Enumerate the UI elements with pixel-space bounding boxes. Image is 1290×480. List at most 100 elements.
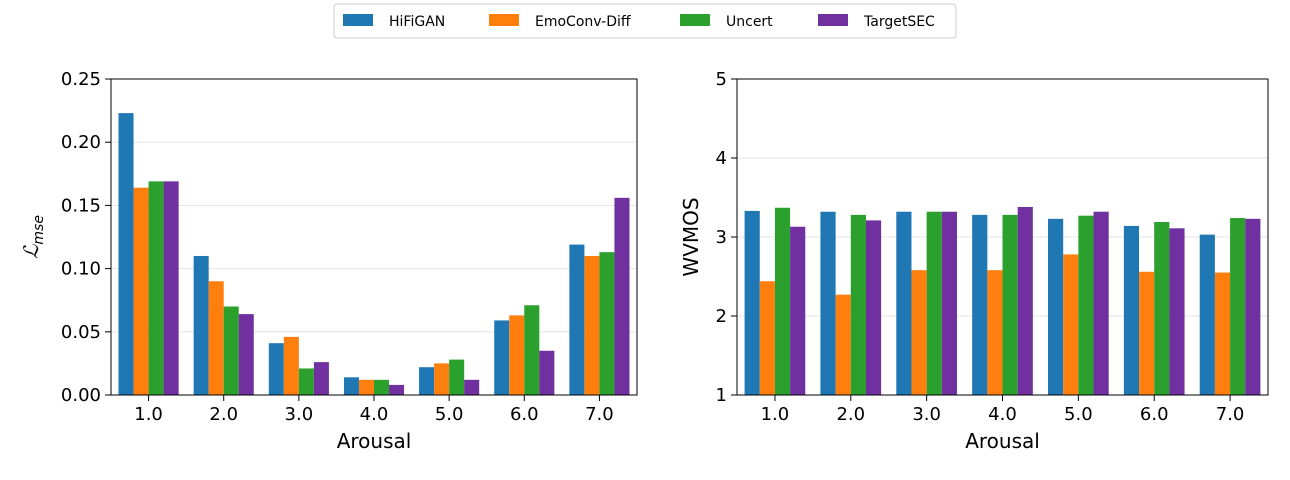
- bar-emoconv-diff-6-0: [1139, 271, 1155, 395]
- y-tick-label: 0.00: [61, 385, 101, 406]
- x-tick-label: 3.0: [285, 404, 314, 425]
- bar-targetsec-5-0: [1093, 211, 1109, 395]
- y-tick-label: 1: [716, 385, 727, 406]
- bar-hifigan-5-0: [1048, 218, 1064, 395]
- y-tick-label: 4: [716, 148, 727, 169]
- bar-uncert-3-0: [926, 211, 942, 395]
- x-tick-label: 1.0: [761, 404, 790, 425]
- y-tick-label: 3: [716, 227, 727, 248]
- bar-hifigan-7-0: [1199, 234, 1215, 395]
- bar-emoconv-diff-5-0: [434, 363, 450, 395]
- legend-swatch-hifigan: [343, 14, 373, 26]
- bar-uncert-6-0: [524, 305, 540, 395]
- bar-hifigan-2-0: [193, 255, 209, 395]
- bar-targetsec-4-0: [389, 384, 405, 395]
- bar-hifigan-6-0: [1123, 225, 1140, 395]
- bar-targetsec-2-0: [865, 220, 882, 395]
- y-axis-label-main: ℒ: [19, 244, 43, 259]
- bar-uncert-4-0: [374, 379, 390, 395]
- bar-uncert-5-0: [449, 359, 465, 395]
- y-tick-label: 0.20: [61, 132, 101, 153]
- legend-label-uncert: Uncert: [726, 14, 773, 30]
- bar-targetsec-6-0: [1169, 228, 1185, 395]
- x-axis-label: Arousal: [965, 429, 1040, 453]
- bar-hifigan-2-0: [820, 211, 836, 395]
- bar-targetsec-7-0: [614, 197, 630, 395]
- bar-uncert-3-0: [298, 368, 314, 395]
- bar-hifigan-1-0: [744, 210, 760, 395]
- x-tick-label: 5.0: [435, 404, 464, 425]
- y-axis-label-subscript: mse: [31, 215, 47, 245]
- bar-emoconv-diff-1-0: [759, 281, 775, 395]
- bar-hifigan-6-0: [494, 320, 510, 395]
- legend-label-emoconv-diff: EmoConv-Diff: [535, 14, 631, 30]
- legend-label-hifigan: HiFiGAN: [389, 14, 445, 30]
- bar-targetsec-5-0: [464, 379, 480, 395]
- bar-emoconv-diff-2-0: [835, 294, 851, 395]
- y-tick-label: 0.10: [61, 259, 101, 280]
- chart-wvmos: 1 2 3 4 5 1.0 2.0 3.0 4.0 5.0 6.0 7.0 Arousal WVMOS: [679, 69, 1269, 453]
- bar-emoconv-diff-6-0: [509, 315, 525, 395]
- bar-targetsec-1-0: [790, 226, 806, 395]
- plot-frame: [110, 78, 638, 396]
- bar-hifigan-7-0: [569, 244, 585, 395]
- bar-uncert-1-0: [774, 207, 791, 395]
- bar-targetsec-1-0: [163, 181, 179, 395]
- bar-hifigan-4-0: [972, 214, 988, 395]
- legend-label-targetsec: TargetSEC: [863, 14, 935, 30]
- bar-emoconv-diff-7-0: [584, 255, 600, 395]
- chart-mse: 0.00 0.05 0.10 0.15 0.20 0.25 1.0 2.0 3.0 4.0 5.0 6…: [19, 69, 638, 453]
- bar-emoconv-diff-3-0: [911, 270, 927, 395]
- x-tick-label: 7.0: [585, 404, 614, 425]
- bar-uncert-7-0: [599, 252, 615, 395]
- x-tick-label: 4.0: [988, 404, 1017, 425]
- bar-uncert-7-0: [1230, 218, 1246, 395]
- legend: HiFiGAN EmoConv-Diff Uncert TargetSEC: [333, 3, 957, 39]
- bar-hifigan-3-0: [896, 211, 912, 395]
- bar-hifigan-3-0: [268, 343, 284, 395]
- x-tick-label: 3.0: [912, 404, 941, 425]
- bar-hifigan-1-0: [118, 113, 134, 396]
- bar-emoconv-diff-1-0: [133, 187, 149, 395]
- x-tick-label: 2.0: [209, 404, 238, 425]
- plot-frame: [736, 78, 1269, 396]
- bar-uncert-2-0: [850, 214, 866, 395]
- bar-uncert-4-0: [1002, 214, 1018, 395]
- y-tick-label: 0.05: [61, 322, 101, 343]
- bar-targetsec-6-0: [539, 350, 555, 395]
- bar-targetsec-2-0: [238, 314, 254, 395]
- bar-uncert-2-0: [223, 306, 239, 395]
- y-tick-label: 5: [716, 69, 727, 90]
- plot-area: [111, 79, 637, 395]
- bar-uncert-6-0: [1154, 221, 1170, 395]
- legend-swatch-targetsec: [818, 14, 848, 26]
- legend-swatch-uncert: [680, 14, 710, 26]
- x-tick-label: 2.0: [836, 404, 865, 425]
- y-tick-label: 0.25: [61, 69, 101, 90]
- bar-targetsec-4-0: [1017, 206, 1033, 395]
- bar-targetsec-3-0: [941, 211, 957, 395]
- y-tick-label: 0.15: [61, 195, 101, 216]
- bar-targetsec-3-0: [313, 362, 329, 395]
- legend-frame: [333, 3, 957, 39]
- x-tick-label: 1.0: [134, 404, 163, 425]
- x-tick-label: 7.0: [1216, 404, 1245, 425]
- x-tick-label: 4.0: [360, 404, 389, 425]
- bar-hifigan-5-0: [419, 367, 435, 395]
- bar-targetsec-7-0: [1245, 218, 1261, 395]
- x-tick-label: 6.0: [510, 404, 539, 425]
- bar-emoconv-diff-5-0: [1063, 254, 1079, 395]
- x-tick-label: 5.0: [1064, 404, 1093, 425]
- bar-emoconv-diff-2-0: [208, 281, 224, 395]
- bar-uncert-5-0: [1078, 215, 1094, 395]
- bar-hifigan-4-0: [343, 377, 359, 395]
- bar-uncert-1-0: [148, 181, 164, 395]
- x-tick-label: 6.0: [1140, 404, 1169, 425]
- y-axis-label: ℒmse: [19, 215, 47, 259]
- x-axis-label: Arousal: [337, 429, 412, 453]
- bar-emoconv-diff-7-0: [1214, 272, 1231, 395]
- bar-emoconv-diff-4-0: [987, 270, 1003, 395]
- legend-swatch-emoconv-diff: [489, 14, 519, 26]
- y-axis-label: WVMOS: [679, 197, 703, 276]
